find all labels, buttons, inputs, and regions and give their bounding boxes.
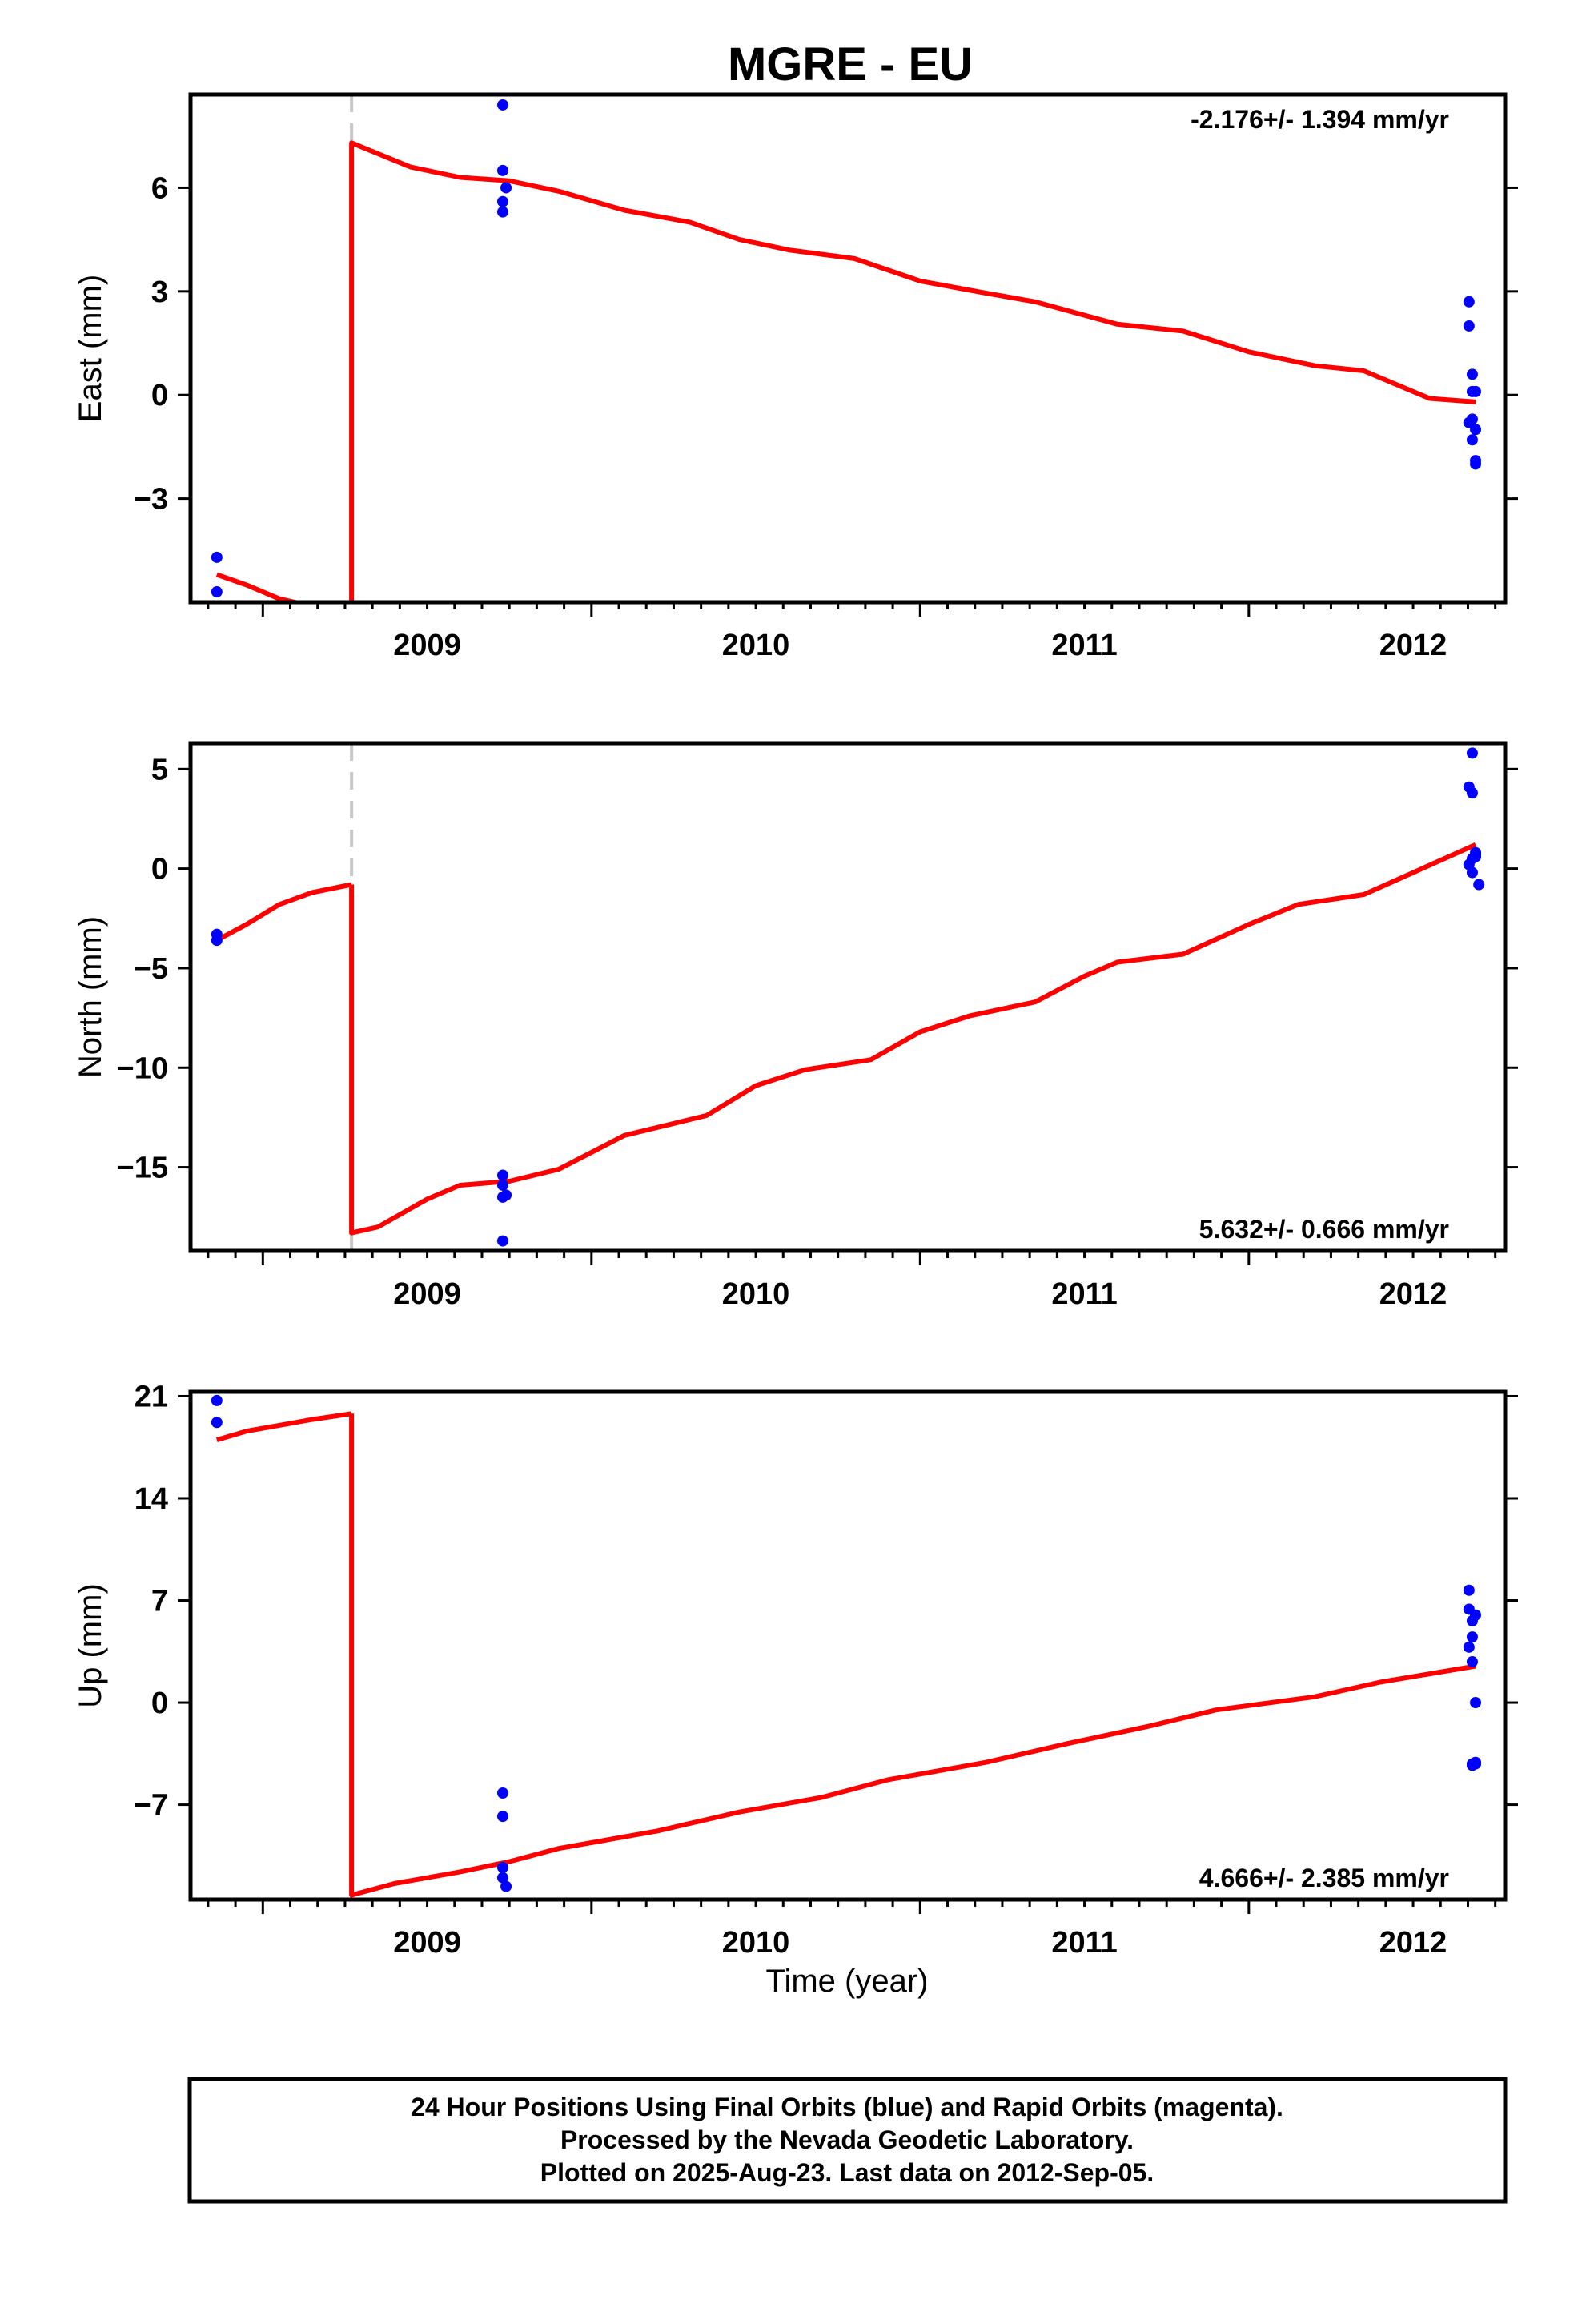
x-tick-label: 2010: [722, 1926, 790, 1960]
plot-frame: [188, 741, 1508, 1253]
data-point: [496, 99, 508, 111]
data-point: [1466, 747, 1478, 759]
panels: −3 0 3 6 2009 2010 2011 2012 East (mm) -2.176+/- …: [73, 92, 1518, 1960]
data-point: [496, 1179, 508, 1191]
y-axis-label: East (mm): [73, 275, 108, 422]
y-tick-label: −3: [134, 483, 168, 517]
velocity-label: -2.176+/- 1.394 mm/yr: [1191, 105, 1449, 134]
data-point: [496, 164, 508, 176]
model-line-2: [349, 842, 1477, 1236]
data-point: [1470, 1697, 1482, 1709]
model-line-1: [215, 572, 352, 602]
data-point: [211, 1394, 223, 1406]
footer-line-3: Plotted on 2025-Aug-23. Last data on 201…: [540, 2158, 1154, 2187]
data-point: [1466, 368, 1478, 380]
plot-area: [211, 94, 1482, 602]
data-point: [496, 1787, 508, 1799]
panel-3: −7 0 7 14 21 2009 2010 2011 2012 Up (mm) 4.666+/- …: [73, 1380, 1518, 1960]
x-tick-label: 2011: [1051, 629, 1117, 662]
data-point: [496, 1235, 508, 1247]
data-point: [500, 182, 512, 194]
data-point: [1463, 1641, 1475, 1653]
data-point: [1466, 1631, 1478, 1643]
data-point: [496, 195, 508, 207]
y-tick-label: 21: [135, 1380, 168, 1413]
data-point: [1463, 296, 1475, 308]
model-line-1: [215, 1411, 352, 1442]
x-tick-label: 2009: [393, 1926, 461, 1960]
data-point: [496, 1861, 508, 1873]
data-point: [500, 1880, 512, 1892]
x-axis-label: Time (year): [766, 1964, 929, 1999]
data-point: [1466, 787, 1478, 799]
data-point: [1463, 320, 1475, 332]
model-line-1: [215, 882, 352, 943]
y-tick-label: −7: [134, 1789, 168, 1823]
x-tick-label: 2011: [1051, 1926, 1117, 1960]
y-tick-label: −10: [117, 1051, 168, 1085]
y-tick-label: 0: [151, 1687, 168, 1720]
data-point: [1470, 458, 1482, 470]
x-tick-label: 2010: [722, 629, 790, 662]
y-tick-label: 7: [151, 1585, 168, 1618]
data-point: [211, 551, 223, 563]
footer-line-2: Processed by the Nevada Geodetic Laborat…: [560, 2125, 1134, 2154]
x-tick-label: 2011: [1051, 1277, 1117, 1311]
y-tick-label: 6: [151, 171, 168, 205]
velocity-label: 4.666+/- 2.385 mm/yr: [1199, 1864, 1449, 1892]
model-line-2: [349, 140, 1476, 602]
data-point: [496, 1872, 508, 1884]
plot-frame: [188, 1389, 1508, 1902]
y-axis-label: North (mm): [73, 916, 108, 1078]
x-tick-label: 2009: [393, 1277, 461, 1311]
footer-line-1: 24 Hour Positions Using Final Orbits (bl…: [411, 2093, 1283, 2121]
y-tick-label: 0: [151, 853, 168, 887]
y-tick-label: −5: [134, 952, 168, 986]
x-tick-label: 2009: [393, 629, 461, 662]
data-point: [1470, 849, 1482, 861]
y-axis-label: Up (mm): [73, 1583, 108, 1708]
y-tick-label: 14: [135, 1482, 168, 1516]
data-point: [1470, 1756, 1482, 1768]
data-point: [1463, 1584, 1475, 1596]
x-tick-label: 2012: [1379, 1277, 1447, 1311]
data-point: [1466, 866, 1478, 879]
x-tick-label: 2010: [722, 1277, 790, 1311]
footer-box: [187, 2077, 1508, 2204]
data-point: [1470, 1609, 1482, 1621]
data-point: [496, 1811, 508, 1823]
model-line-2: [349, 1413, 1476, 1898]
plot-area: [211, 743, 1485, 1251]
data-point: [211, 586, 223, 598]
y-tick-label: −15: [117, 1152, 168, 1185]
plot-area: [211, 1394, 1482, 1898]
y-tick-label: 0: [151, 379, 168, 412]
data-point: [211, 1417, 223, 1429]
x-tick-label: 2012: [1379, 1926, 1447, 1960]
y-tick-label: 5: [151, 753, 168, 786]
velocity-label: 5.632+/- 0.666 mm/yr: [1199, 1215, 1449, 1244]
data-point: [1473, 879, 1485, 891]
data-point: [211, 935, 223, 947]
data-point: [496, 1169, 508, 1181]
data-point: [496, 206, 508, 218]
x-tick-label: 2012: [1379, 629, 1447, 662]
data-point: [1466, 1656, 1478, 1668]
figure-title: MGRE - EU: [728, 38, 973, 90]
data-point: [1470, 385, 1482, 397]
panel-1: −3 0 3 6 2009 2010 2011 2012 East (mm) -2.176+/- …: [73, 92, 1518, 662]
plot-frame: [188, 92, 1508, 605]
data-point: [1470, 424, 1482, 436]
data-point: [496, 1191, 508, 1203]
y-tick-label: 3: [151, 275, 168, 309]
panel-2: −15 −10 −5 0 5 2009 2010 2011 2012 North (mm) 5.63…: [73, 741, 1518, 1311]
data-point: [1466, 434, 1478, 446]
